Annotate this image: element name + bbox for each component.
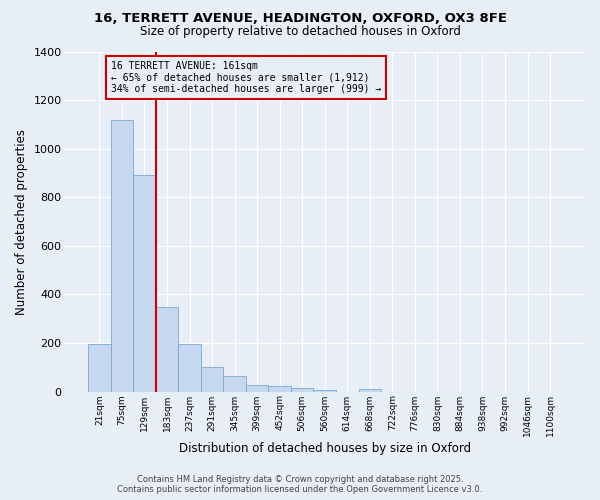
Bar (291, 388, 313, 392)
Bar (133, 176, 156, 392)
Text: 16, TERRETT AVENUE, HEADINGTON, OXFORD, OX3 8FE: 16, TERRETT AVENUE, HEADINGTON, OXFORD, … (94, 12, 506, 26)
Bar (359, 388, 381, 392)
Bar (110, 120, 133, 392)
Text: 16 TERRETT AVENUE: 161sqm
← 65% of detached houses are smaller (1,912)
34% of se: 16 TERRETT AVENUE: 161sqm ← 65% of detac… (110, 61, 381, 94)
Text: Size of property relative to detached houses in Oxford: Size of property relative to detached ho… (140, 25, 460, 38)
Bar (223, 376, 246, 392)
Bar (246, 386, 268, 392)
Bar (156, 306, 178, 392)
Bar (178, 344, 201, 392)
Bar (88, 344, 110, 392)
Y-axis label: Number of detached properties: Number of detached properties (15, 128, 28, 314)
Bar (313, 390, 336, 392)
Bar (268, 386, 291, 392)
Text: Contains HM Land Registry data © Crown copyright and database right 2025.
Contai: Contains HM Land Registry data © Crown c… (118, 474, 482, 494)
X-axis label: Distribution of detached houses by size in Oxford: Distribution of detached houses by size … (179, 442, 471, 455)
Bar (201, 368, 223, 392)
